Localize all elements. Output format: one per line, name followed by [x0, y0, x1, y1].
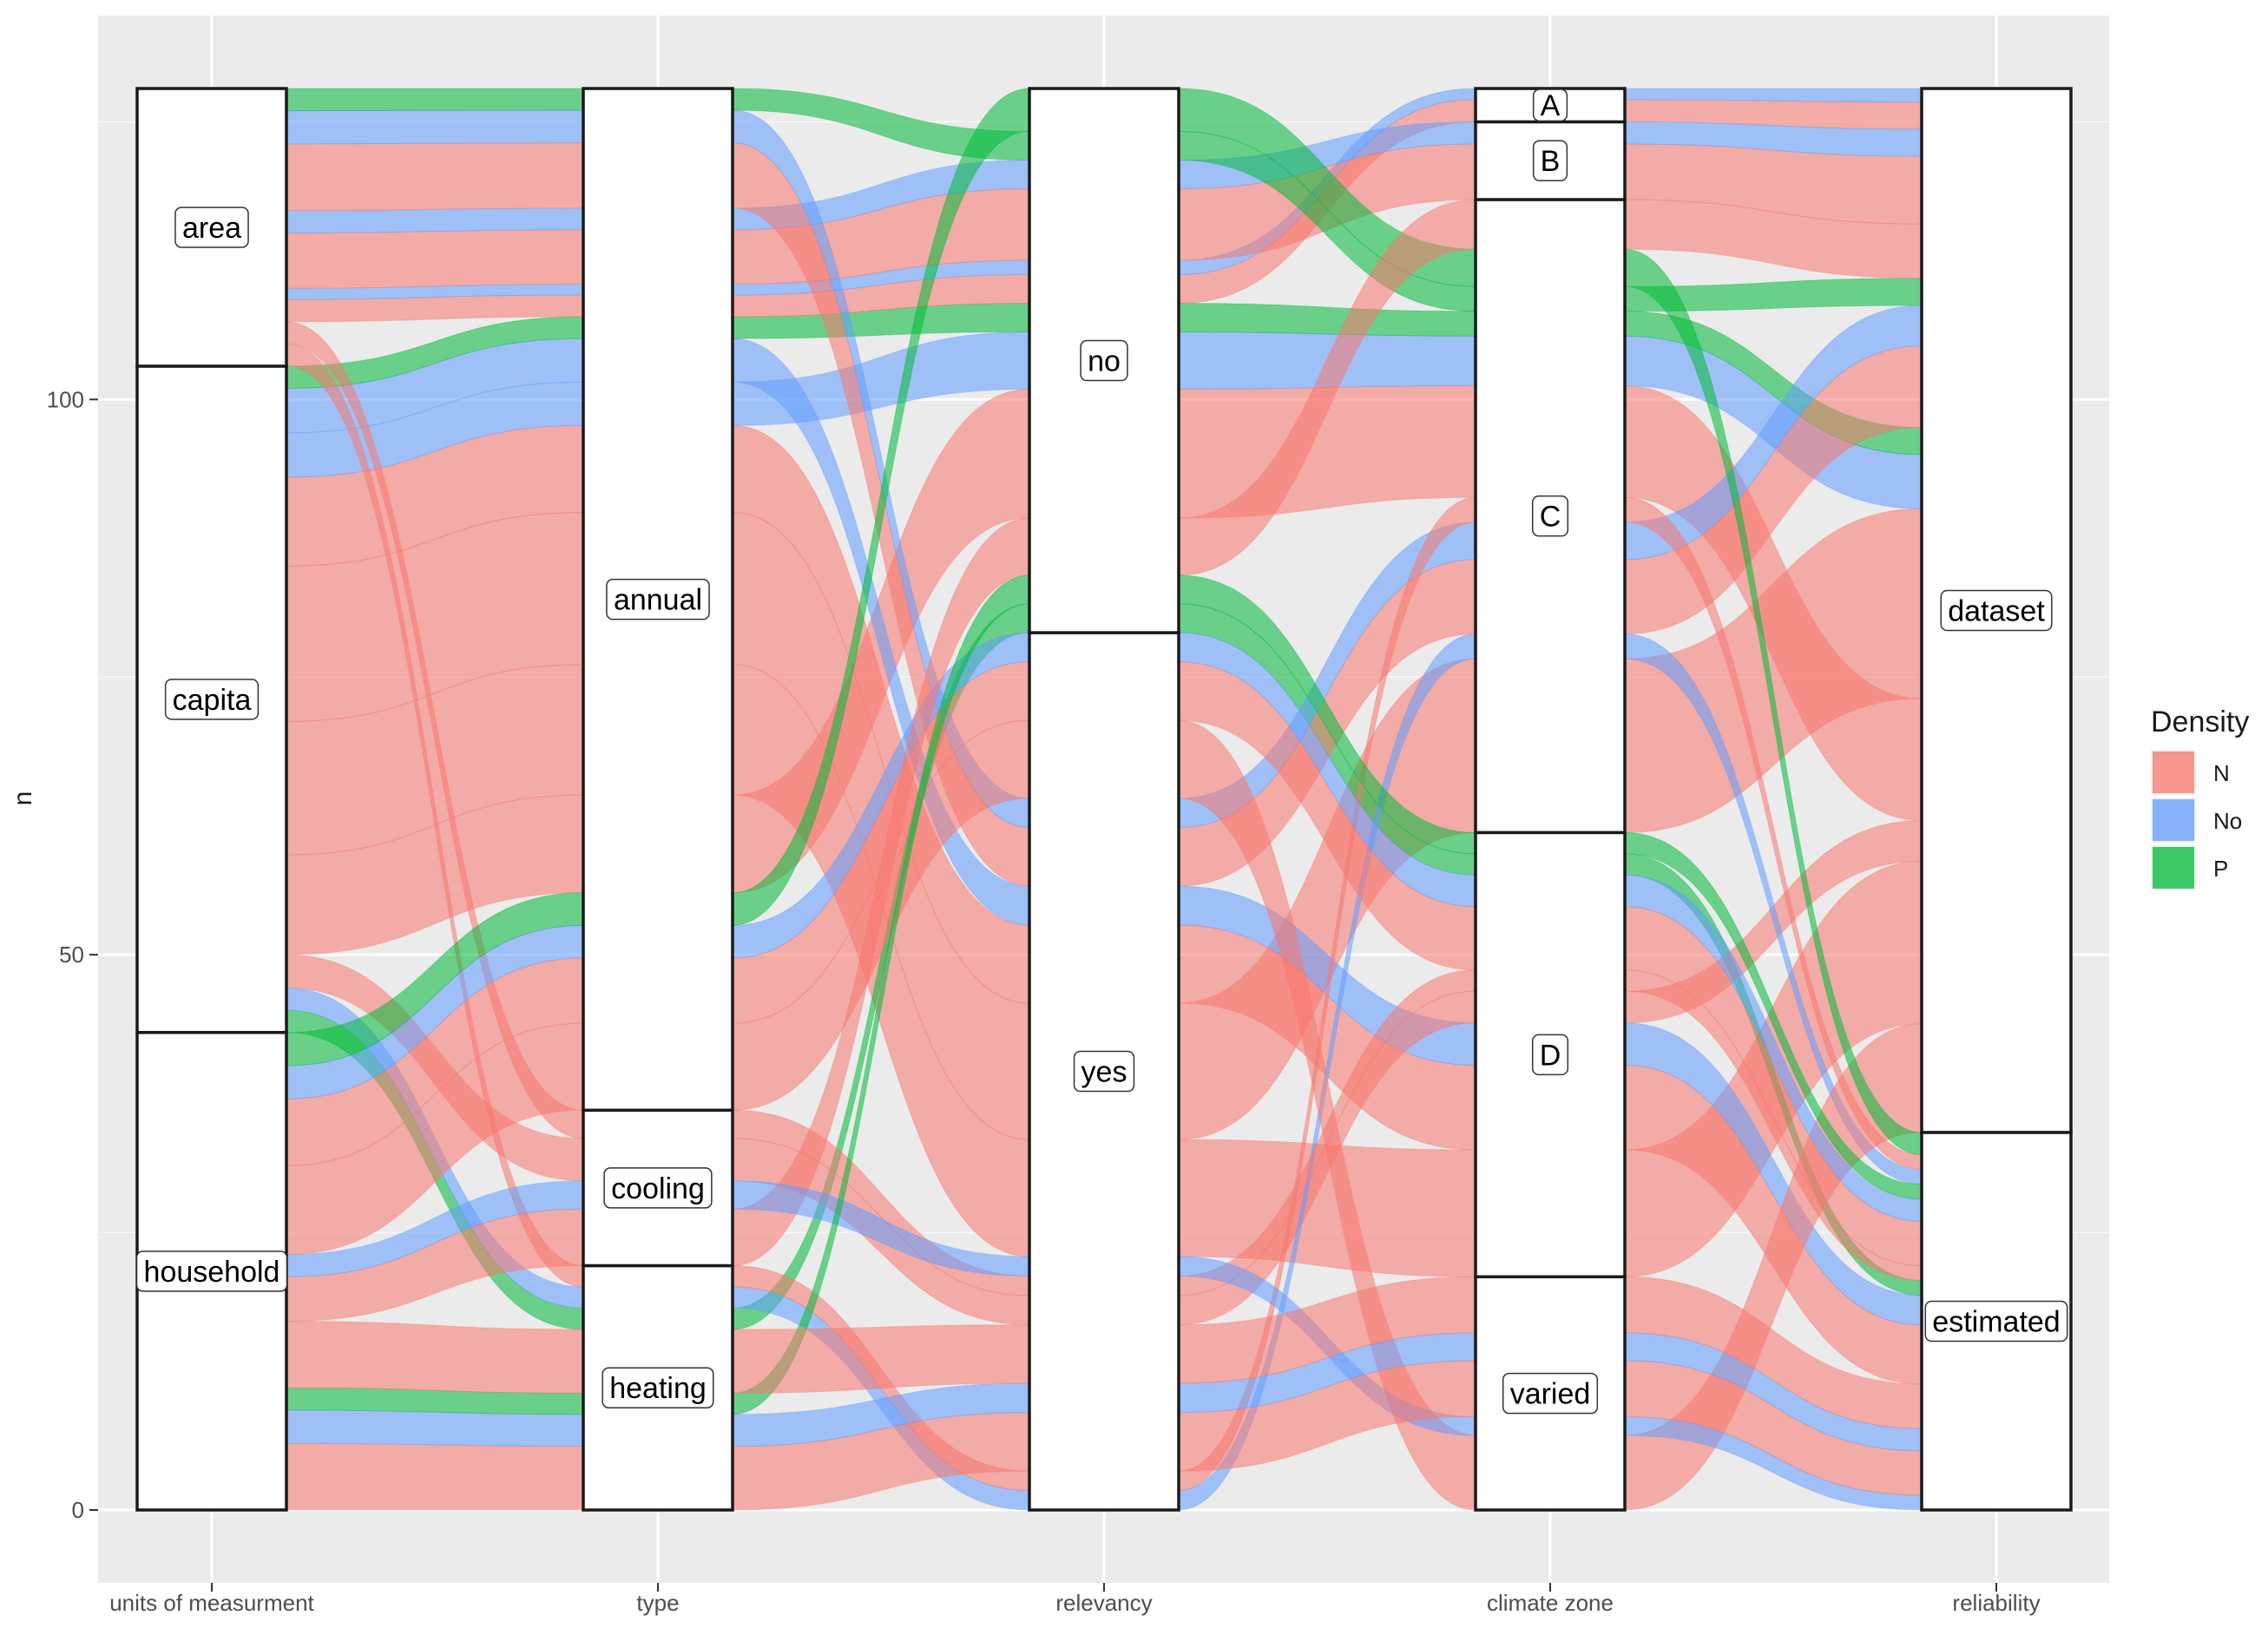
- stratum-label-household: household: [135, 1251, 288, 1292]
- x-axis-label: relevancy: [1055, 1590, 1152, 1616]
- stratum-label-c: C: [1531, 495, 1569, 537]
- y-tick-label: 50: [59, 942, 84, 968]
- stratum-label-text: estimated: [1932, 1305, 2060, 1338]
- stratum-label-box: [606, 578, 710, 620]
- stratum-label-cooling: cooling: [603, 1167, 713, 1209]
- legend-label-n: N: [2213, 760, 2230, 786]
- stratum-label-a: A: [1532, 89, 1568, 122]
- stratum-label-box: [174, 207, 249, 248]
- x-axis-label: reliability: [1952, 1590, 2040, 1616]
- stratum-label-d: D: [1531, 1034, 1569, 1076]
- legend-title: Density: [2151, 706, 2249, 739]
- stratum-label-box: [164, 679, 260, 720]
- stratum-label-box: [1940, 589, 2053, 632]
- stratum-label-box: [1532, 89, 1568, 122]
- stratum-label-text: heating: [609, 1372, 707, 1405]
- stratum-label-annual: annual: [606, 578, 710, 620]
- legend: Density N No P: [2151, 706, 2249, 890]
- stratum-label-box: [1531, 495, 1569, 537]
- stratum-label-box: [1502, 1372, 1599, 1415]
- stratum-label-text: no: [1088, 345, 1121, 378]
- x-axis-label: climate zone: [1487, 1590, 1614, 1616]
- stratum-label-box: [1924, 1300, 2068, 1342]
- legend-label-p: P: [2213, 856, 2228, 882]
- stratum-label-capita: capita: [164, 679, 260, 720]
- stratum-label-b: B: [1532, 140, 1568, 181]
- legend-swatch-p: [2153, 847, 2194, 889]
- stratum-label-box: [1532, 140, 1568, 181]
- stratum-label-area: area: [174, 207, 249, 248]
- stratum-label-text: dataset: [1948, 594, 2045, 627]
- strata: household capita area heating cooling annual y…: [135, 87, 2073, 1512]
- stratum-label-box: [1073, 1050, 1135, 1093]
- stratum-label-varied: varied: [1502, 1372, 1599, 1415]
- stratum-label-yes: yes: [1073, 1050, 1135, 1093]
- stratum-label-box: [135, 1251, 288, 1292]
- legend-label-no: No: [2213, 808, 2242, 834]
- stratum-label-text: cooling: [611, 1172, 705, 1205]
- stratum-label-text: household: [144, 1256, 280, 1289]
- stratum-label-heating: heating: [602, 1367, 714, 1408]
- stratum-label-box: [602, 1367, 714, 1408]
- stratum-label-text: C: [1540, 501, 1561, 534]
- stratum-label-box: [1080, 339, 1128, 382]
- legend-swatch-n: [2153, 752, 2194, 793]
- x-axis-label: units of measurment: [109, 1590, 314, 1616]
- stratum-label-text: annual: [614, 584, 702, 617]
- stratum-label-text: D: [1540, 1039, 1561, 1072]
- x-axis-label: type: [636, 1590, 679, 1616]
- stratum-label-text: B: [1541, 145, 1561, 178]
- legend-swatch-no: [2153, 799, 2194, 841]
- stratum-label-text: varied: [1510, 1378, 1591, 1411]
- axes: 0 50 100 units of measurment type relevancy cl…: [47, 386, 2041, 1616]
- stratum-label-text: A: [1541, 89, 1561, 122]
- y-tick-label: 100: [47, 386, 84, 412]
- stratum-label-estimated: estimated: [1924, 1300, 2068, 1342]
- stratum-label-text: capita: [173, 684, 252, 717]
- stratum-label-text: yes: [1081, 1056, 1127, 1089]
- y-axis-title: n: [9, 791, 37, 806]
- y-tick-label: 0: [72, 1497, 84, 1523]
- stratum-label-no: no: [1080, 339, 1128, 382]
- stratum-label-box: [1531, 1034, 1569, 1076]
- stratum-label-dataset: dataset: [1940, 589, 2053, 632]
- stratum-label-text: area: [182, 212, 241, 245]
- stratum-label-box: [603, 1167, 713, 1209]
